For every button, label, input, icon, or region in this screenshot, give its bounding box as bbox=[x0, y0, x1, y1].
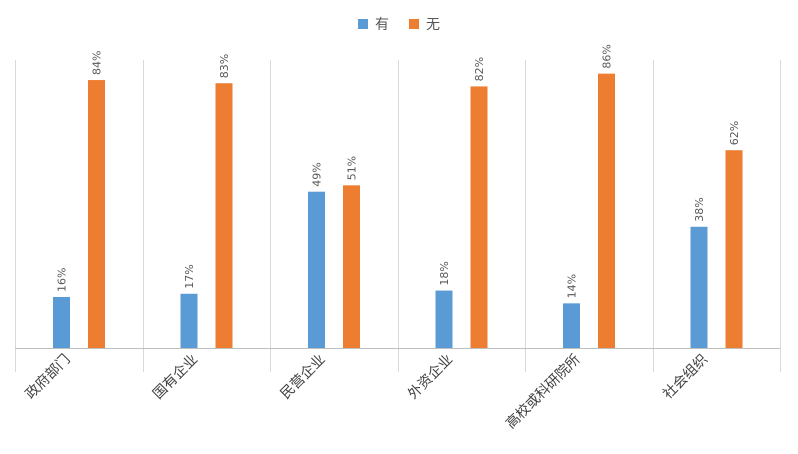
legend-label-wu: 无 bbox=[426, 17, 440, 33]
legend-item-wu: 无 bbox=[409, 14, 440, 34]
legend-item-you: 有 bbox=[358, 14, 389, 34]
data-label: 82% bbox=[473, 57, 486, 81]
data-label: 86% bbox=[601, 44, 614, 68]
bar-wu bbox=[88, 80, 105, 348]
category-label: 社会组织 bbox=[660, 352, 711, 403]
bar-wu bbox=[343, 185, 360, 348]
data-label: 38% bbox=[693, 197, 706, 221]
legend-swatch-you bbox=[358, 19, 368, 29]
category-label: 国有企业 bbox=[149, 351, 201, 403]
bar-you bbox=[435, 290, 453, 348]
bar-you bbox=[53, 296, 70, 348]
data-label: 16% bbox=[56, 268, 69, 292]
bar-wu bbox=[598, 73, 615, 348]
category-label: 民营企业 bbox=[277, 351, 329, 403]
category-label: 政府部门 bbox=[23, 352, 74, 403]
data-label: 17% bbox=[183, 264, 196, 288]
bar-you bbox=[308, 191, 325, 348]
category-label: 高校或科研院所 bbox=[502, 351, 583, 432]
data-label: 18% bbox=[438, 261, 451, 285]
legend: 有 无 bbox=[0, 14, 798, 34]
data-label: 14% bbox=[566, 274, 579, 298]
data-label: 49% bbox=[311, 162, 324, 186]
bar-you bbox=[180, 293, 198, 348]
data-label: 51% bbox=[346, 156, 359, 180]
data-label: 83% bbox=[218, 54, 231, 78]
legend-swatch-wu bbox=[409, 19, 419, 29]
legend-label-you: 有 bbox=[375, 17, 389, 33]
data-label: 84% bbox=[91, 51, 104, 75]
category-label: 外资企业 bbox=[404, 351, 456, 403]
bar-wu bbox=[215, 83, 233, 348]
bar-you bbox=[563, 303, 580, 348]
bar-wu bbox=[725, 150, 743, 348]
data-label: 62% bbox=[728, 121, 741, 145]
bar-wu bbox=[470, 86, 488, 349]
bar-you bbox=[690, 226, 708, 348]
